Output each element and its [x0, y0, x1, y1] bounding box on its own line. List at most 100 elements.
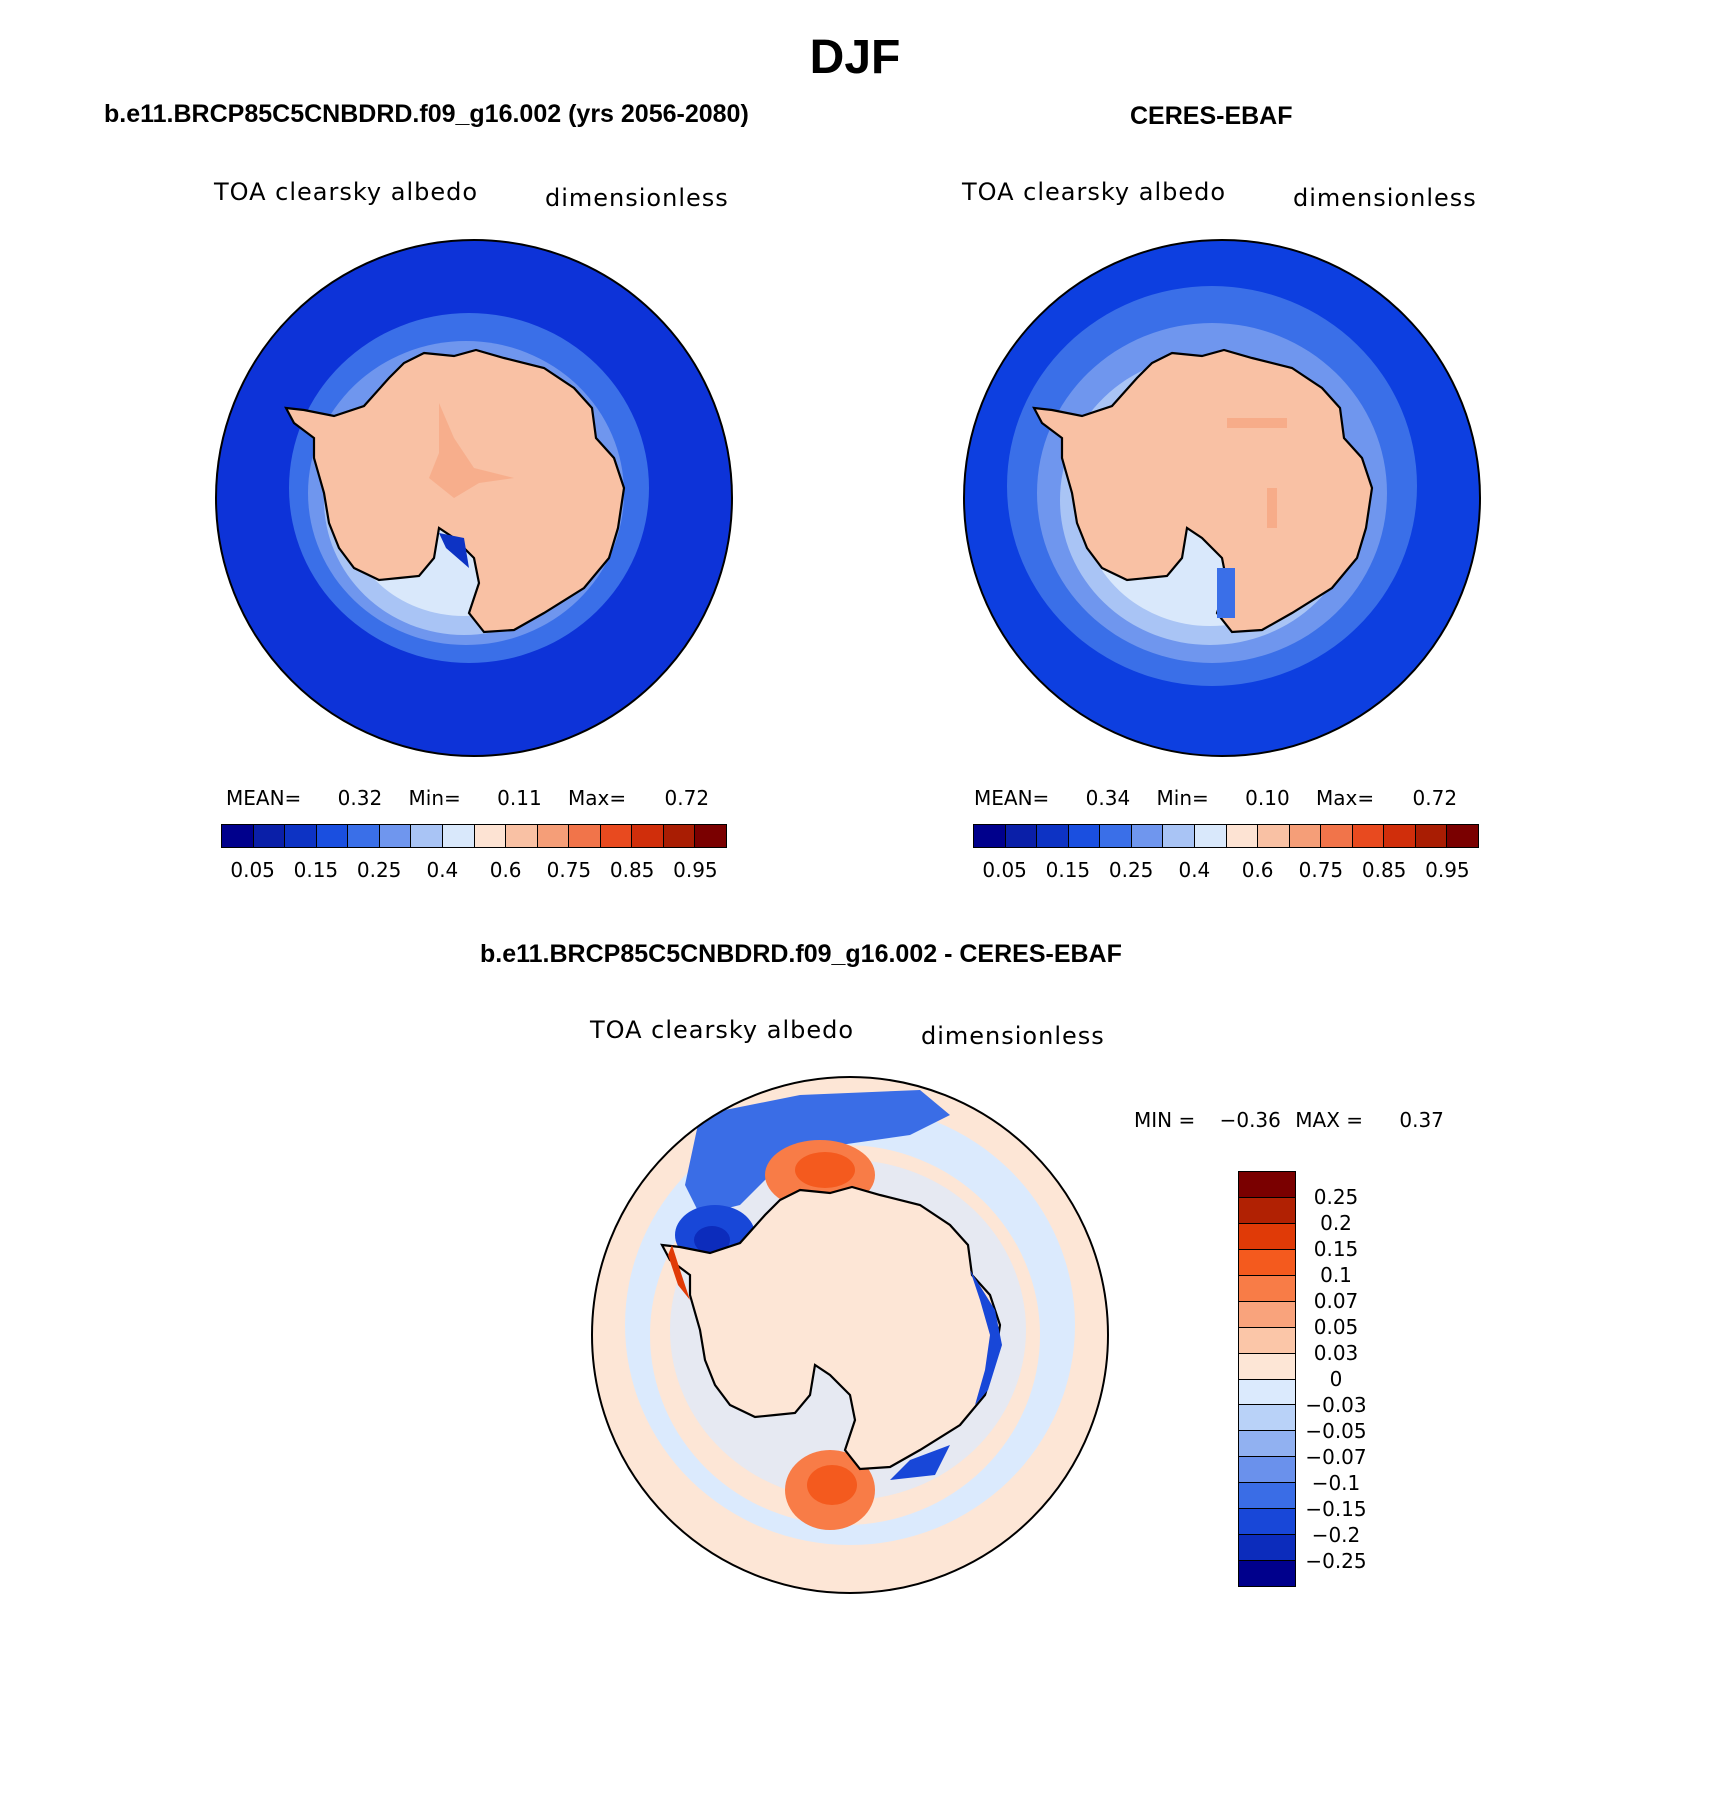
colorbar-cell: [600, 825, 633, 847]
colorbar-cell: [1239, 1197, 1295, 1224]
colorbar-cell: [1131, 825, 1164, 847]
colorbar-tick-label: −0.15: [1305, 1497, 1367, 1521]
max-value: 0.72: [664, 786, 710, 810]
colorbar-cell: [632, 825, 664, 847]
colorbar-cell: [1239, 1327, 1295, 1354]
colorbar-cell: [506, 825, 538, 847]
colorbar-tick-label: 0.05: [1313, 1315, 1359, 1339]
colorbar-tick-label: 0.2: [1320, 1211, 1352, 1235]
colorbar-cell: [1352, 825, 1385, 847]
mean-value: 0.34: [1085, 786, 1131, 810]
colorbar-cell: [1239, 1457, 1295, 1484]
colorbar-cell: [1384, 825, 1416, 847]
min-label: Min=: [408, 786, 461, 810]
max-label: Max=: [568, 786, 627, 810]
colorbar-tick-label: −0.03: [1305, 1393, 1367, 1417]
antarctica-landmass: [660, 1185, 1002, 1471]
min-label: Min=: [1156, 786, 1209, 810]
colorbar-cell: [411, 825, 443, 847]
colorbar-cell: [442, 825, 475, 847]
colorbar-cell: [1239, 1353, 1295, 1380]
colorbar-cell: [663, 825, 696, 847]
colorbar-tick-label: 0.75: [546, 858, 592, 882]
colorbar-cell: [316, 825, 349, 847]
colorbar-cell: [1194, 825, 1227, 847]
colorbar-cell: [1239, 1301, 1295, 1328]
colorbar-cell: [1005, 825, 1038, 847]
colorbar-cell: [1321, 825, 1353, 847]
colorbar-tick-label: 0.85: [609, 858, 655, 882]
colorbar-cell: [1037, 825, 1069, 847]
colorbar-cell: [1239, 1483, 1295, 1510]
min-value: 0.11: [497, 786, 542, 810]
colorbar-tick-label: 0.25: [356, 858, 402, 882]
field-label-obs: TOA clearsky albedo: [962, 178, 1227, 206]
colorbar-tick-label: 0.15: [1045, 858, 1091, 882]
colorbar-cell: [1415, 825, 1448, 847]
antarctica-landmass: [1032, 348, 1374, 634]
stats-diff: MIN = −0.36 MAX = 0.37: [1134, 1108, 1444, 1132]
polar-map-model: [215, 239, 733, 757]
colorbar-tick-label: 0.75: [1298, 858, 1344, 882]
colorbar-tick-label: −0.05: [1305, 1419, 1367, 1443]
colorbar-cell: [1258, 825, 1290, 847]
polar-map-diff: [591, 1076, 1109, 1594]
colorbar-tick-label: 0.25: [1313, 1185, 1359, 1209]
panel-title-obs: CERES-EBAF: [1130, 102, 1293, 130]
max-value: 0.72: [1412, 786, 1458, 810]
panel-title-model: b.e11.BRCP85C5CNBDRD.f09_g16.002 (yrs 20…: [104, 100, 749, 128]
stats-obs: MEAN= 0.34 Min= 0.10 Max= 0.72: [974, 786, 1457, 810]
colorbar-tick-label: −0.25: [1305, 1549, 1367, 1573]
colorbar-cell: [1239, 1431, 1295, 1458]
colorbar-cell: [1239, 1509, 1295, 1536]
units-label-obs: dimensionless: [1293, 184, 1477, 212]
colorbar-cell: [1239, 1405, 1295, 1432]
colorbar-obs: [973, 824, 1479, 848]
panel-title-diff: b.e11.BRCP85C5CNBDRD.f09_g16.002 - CERES…: [480, 940, 1122, 968]
polar-map-obs: [963, 239, 1481, 757]
colorbar-tick-label: 0.6: [1241, 858, 1274, 882]
colorbar-cell: [1100, 825, 1132, 847]
mean-label: MEAN=: [226, 786, 302, 810]
colorbar-cell: [285, 825, 317, 847]
colorbar-cell: [1239, 1223, 1295, 1250]
max-label: MAX =: [1295, 1108, 1364, 1132]
colorbar-tick-label: 0.05: [982, 858, 1027, 882]
colorbar-tick-label: 0.03: [1313, 1341, 1359, 1365]
colorbar-cell: [1447, 825, 1478, 847]
colorbar-cell: [1068, 825, 1101, 847]
colorbar-cell: [974, 825, 1006, 847]
colorbar-tick-label: 0.6: [489, 858, 522, 882]
colorbar-cell: [1226, 825, 1259, 847]
colorbar-cell: [474, 825, 507, 847]
mean-label: MEAN=: [974, 786, 1050, 810]
colorbar-tick-label: 0.1: [1320, 1263, 1352, 1287]
figure-title: DJF: [809, 31, 901, 84]
colorbar-cell: [222, 825, 254, 847]
max-value: 0.37: [1399, 1108, 1444, 1132]
colorbar-cell: [1239, 1535, 1295, 1562]
stats-model: MEAN= 0.32 Min= 0.11 Max= 0.72: [226, 786, 709, 810]
colorbar-tick-label: 0.05: [230, 858, 275, 882]
min-label: MIN =: [1134, 1108, 1196, 1132]
colorbar-ticks-diff: 0.25 0.2 0.15 0.1 0.07 0.05 0.03 0 −0.03 −0.05 −0.…: [1296, 1171, 1386, 1587]
colorbar-tick-label: 0.15: [1313, 1237, 1359, 1261]
colorbar-tick-label: 0.85: [1361, 858, 1407, 882]
field-label-diff: TOA clearsky albedo: [590, 1016, 855, 1044]
colorbar-ticks-model: 0.05 0.15 0.25 0.4 0.6 0.75 0.85 0.95: [221, 858, 727, 882]
colorbar-tick-label: −0.2: [1311, 1523, 1361, 1547]
colorbar-tick-label: 0.4: [426, 858, 459, 882]
colorbar-tick-label: 0.15: [293, 858, 339, 882]
colorbar-tick-label: 0.95: [673, 858, 718, 882]
colorbar-diff: [1238, 1171, 1296, 1587]
colorbar-tick-label: 0.95: [1425, 858, 1470, 882]
colorbar-cell: [1239, 1379, 1295, 1406]
max-label: Max=: [1316, 786, 1375, 810]
colorbar-cell: [348, 825, 380, 847]
colorbar-cell: [379, 825, 412, 847]
min-value: −0.36: [1219, 1108, 1281, 1132]
colorbar-cell: [537, 825, 570, 847]
colorbar-cell: [1239, 1561, 1295, 1586]
colorbar-tick-label: 0.25: [1108, 858, 1154, 882]
colorbar-tick-label: −0.07: [1305, 1445, 1367, 1469]
